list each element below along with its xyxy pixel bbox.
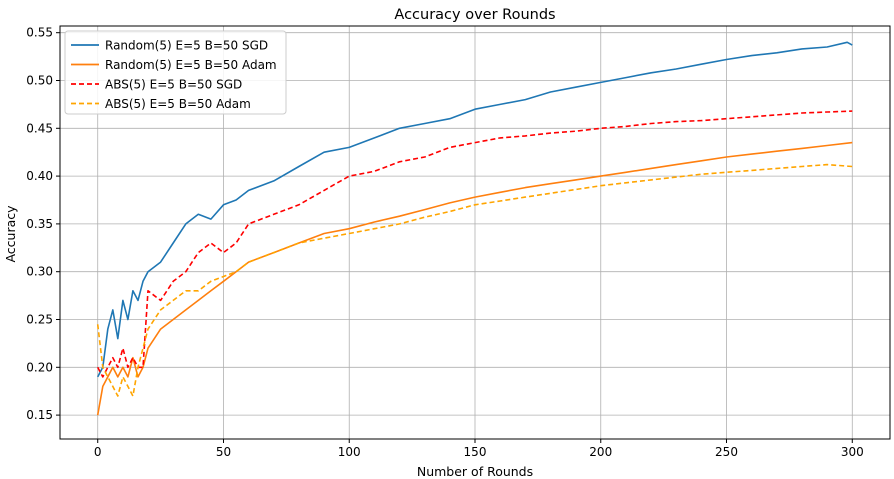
- y-tick-label: 0.20: [26, 360, 53, 374]
- x-axis-label: Number of Rounds: [417, 464, 533, 479]
- x-tick-label: 50: [216, 445, 231, 459]
- y-tick-label: 0.55: [26, 26, 53, 40]
- x-tick-label: 150: [464, 445, 487, 459]
- y-tick-label: 0.25: [26, 312, 53, 326]
- series-line-1: [96, 41, 853, 378]
- y-tick-label: 0.15: [26, 408, 53, 422]
- x-tick-label: 100: [338, 445, 361, 459]
- y-tick-label: 0.45: [26, 121, 53, 135]
- x-tick-label: 0: [94, 445, 102, 459]
- x-tick-label: 250: [715, 445, 738, 459]
- legend: Random(5) E=5 B=50 SGD Random(5) E=5 B=50…: [64, 30, 287, 115]
- y-tick-label: 0.30: [26, 265, 53, 279]
- series-line-4: [96, 163, 853, 397]
- series-line-2: [96, 141, 853, 416]
- legend-label: ABS(5) E=5 B=50 Adam: [105, 97, 251, 111]
- tick-layer: 0 50 100 150 200 250 300 0.15 0.20 0.25 0.30 0.35 0.…: [26, 26, 863, 459]
- y-tick-label: 0.50: [26, 73, 53, 87]
- x-tick-label: 300: [841, 445, 864, 459]
- chart-title: Accuracy over Rounds: [394, 7, 555, 23]
- grid-layer: [60, 26, 890, 439]
- series-line-3: [96, 110, 853, 378]
- series-layer: [96, 41, 853, 416]
- y-tick-label: 0.35: [26, 217, 53, 231]
- y-axis-label: Accuracy: [3, 205, 18, 263]
- y-tick-label: 0.40: [26, 169, 53, 183]
- legend-label: Random(5) E=5 B=50 SGD: [105, 39, 268, 53]
- x-tick-label: 200: [589, 445, 612, 459]
- legend-label: Random(5) E=5 B=50 Adam: [105, 58, 277, 72]
- legend-box: [64, 30, 287, 115]
- legend-label: ABS(5) E=5 B=50 SGD: [105, 78, 242, 92]
